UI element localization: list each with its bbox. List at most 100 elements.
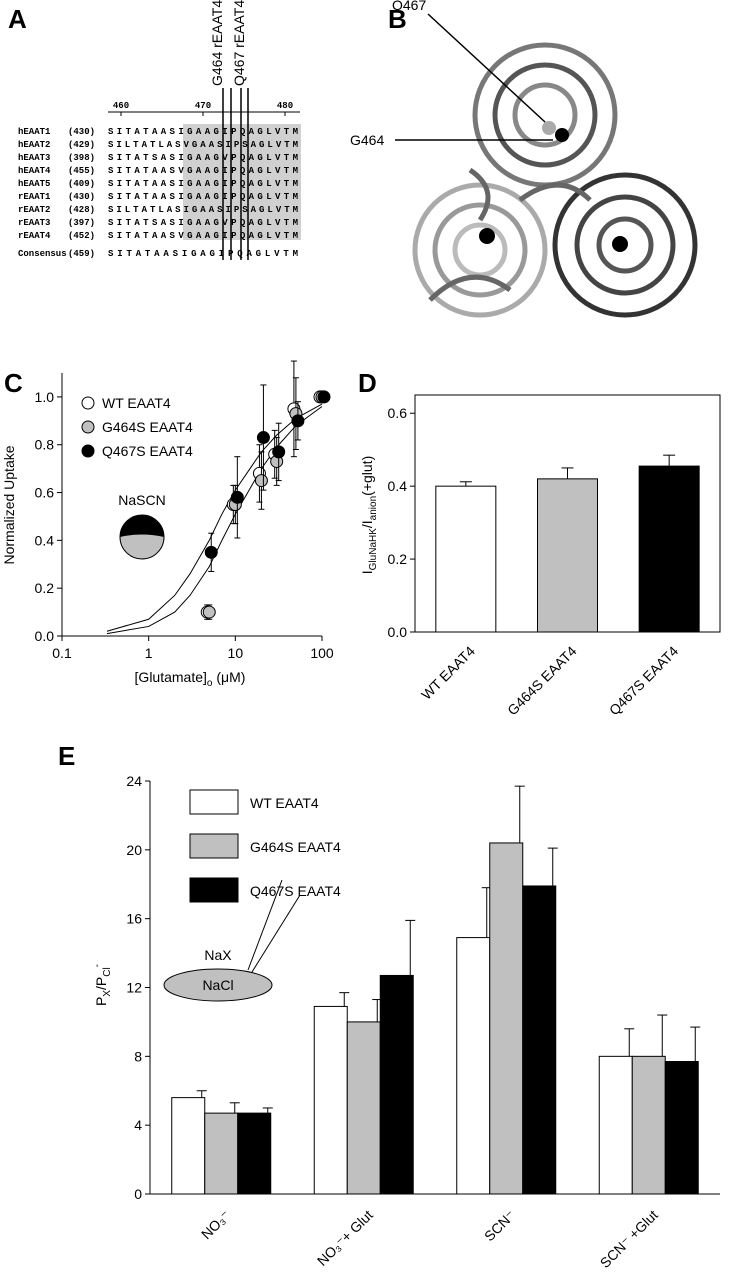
seq-start: (430) <box>68 127 95 137</box>
residue <box>555 128 569 142</box>
seq-start: (409) <box>68 179 95 189</box>
point <box>204 545 218 559</box>
bar <box>313 1005 348 1195</box>
x-axis-label: o <box>207 678 213 689</box>
seq-name: rEAAT2 <box>18 205 50 215</box>
bar <box>638 465 700 633</box>
y-axis-label: P <box>93 997 109 1006</box>
seq-start: (459) <box>68 249 95 259</box>
y-tick-label: 0.2 <box>35 580 55 596</box>
x-tick-label: 10 <box>228 645 244 661</box>
pointer <box>247 879 283 971</box>
y-tick-label: 24 <box>126 773 142 789</box>
seq-name: hEAAT1 <box>18 127 51 137</box>
legend-swatch <box>81 396 95 410</box>
bar <box>171 1097 206 1195</box>
panel-label: D <box>358 368 377 398</box>
point <box>230 490 244 504</box>
x-tick-label: 1 <box>145 645 153 661</box>
point <box>272 445 286 459</box>
fit-curve <box>106 406 323 635</box>
x-tick-label: 100 <box>310 645 334 661</box>
y-tick-label: 8 <box>134 1048 142 1064</box>
bar <box>204 1112 239 1195</box>
seq-start: (398) <box>68 153 95 163</box>
bar <box>456 937 491 1195</box>
y-axis-label: IGluNaHK/Ianion(+glut) <box>359 456 379 574</box>
ruler-label: 470 <box>195 101 211 111</box>
seq-name: rEAAT3 <box>18 218 50 228</box>
panel-label: A <box>8 4 27 34</box>
legend-swatch <box>189 877 239 903</box>
x-tick-label: SCN⁻ +Glut <box>597 1207 661 1271</box>
seq-name: rEAAT4 <box>18 231 51 241</box>
bar <box>346 1021 381 1195</box>
legend-swatch <box>81 444 95 458</box>
point <box>256 431 270 445</box>
marker-label: G464 rEAAT4 <box>209 0 225 86</box>
ruler-label: 460 <box>113 101 129 111</box>
bar <box>379 974 414 1195</box>
seq-start: (429) <box>68 140 95 150</box>
y-tick-label: 0.0 <box>388 624 408 640</box>
bar <box>489 842 524 1195</box>
residue-label: Q467 <box>392 0 426 13</box>
seq-name: rEAAT1 <box>18 192 51 202</box>
y-axis-label: Normalized Uptake <box>1 445 17 564</box>
y-tick-label: 4 <box>134 1117 142 1133</box>
y-axis-label: anion <box>368 496 379 520</box>
annotation: NaX <box>204 947 232 963</box>
y-tick-label: 0.8 <box>35 437 55 453</box>
seq-name: hEAAT5 <box>18 179 50 189</box>
bar <box>631 1055 666 1195</box>
x-tick-label: NO₃⁻ <box>198 1207 233 1242</box>
legend-label: G464S EAAT4 <box>250 839 341 855</box>
y-axis-label: X <box>102 990 113 997</box>
y-tick-label: 12 <box>126 980 142 996</box>
seq-name: hEAAT3 <box>18 153 50 163</box>
legend-swatch <box>189 789 239 815</box>
bar <box>522 885 557 1195</box>
y-tick-label: 0.2 <box>388 551 408 567</box>
panel-label: E <box>58 741 75 771</box>
y-tick-label: 1.0 <box>35 389 55 405</box>
sequence: SITATAASIGAGIPQAGLVTM <box>108 249 298 259</box>
residue <box>612 236 628 252</box>
legend-swatch <box>81 420 95 434</box>
y-tick-label: 16 <box>126 911 142 927</box>
bar <box>598 1055 633 1195</box>
legend-swatch <box>189 833 239 859</box>
y-axis-label: /P <box>93 977 109 990</box>
seq-start: (455) <box>68 166 95 176</box>
y-tick-label: 0.0 <box>35 628 55 644</box>
annotation: NaCl <box>202 977 233 993</box>
y-axis-label: (+glut) <box>359 456 375 496</box>
y-axis-label: I <box>359 570 375 574</box>
sequence: SILTATLASVGAASIPSAGLVTM <box>108 140 298 150</box>
bar <box>237 1112 272 1195</box>
point <box>254 474 268 488</box>
marker-label: Q467 rEAAT4 <box>231 0 247 86</box>
x-axis-label: [Glutamate]o (μM) <box>135 669 246 689</box>
y-axis-label: - <box>92 964 103 967</box>
icon <box>120 515 164 537</box>
x-tick-label: G464S EAAT4 <box>504 643 580 719</box>
bar <box>537 478 598 633</box>
legend-label: WT EAAT4 <box>102 395 171 411</box>
x-tick-label: Q467S EAAT4 <box>606 643 682 719</box>
seq-start: (452) <box>68 231 95 241</box>
bar <box>435 485 497 633</box>
residue <box>542 121 556 135</box>
y-axis-label: PX/PCl- <box>92 964 113 1006</box>
legend-label: WT EAAT4 <box>250 795 319 811</box>
point <box>291 414 305 428</box>
x-axis-label: [Glutamate] <box>135 669 207 685</box>
point <box>317 390 331 404</box>
seq-start: (428) <box>68 205 95 215</box>
seq-start: (397) <box>68 218 95 228</box>
seq-name: hEAAT2 <box>18 140 50 150</box>
seq-start: (430) <box>68 192 95 202</box>
y-tick-label: 20 <box>126 842 142 858</box>
ruler-label: 480 <box>277 101 293 111</box>
